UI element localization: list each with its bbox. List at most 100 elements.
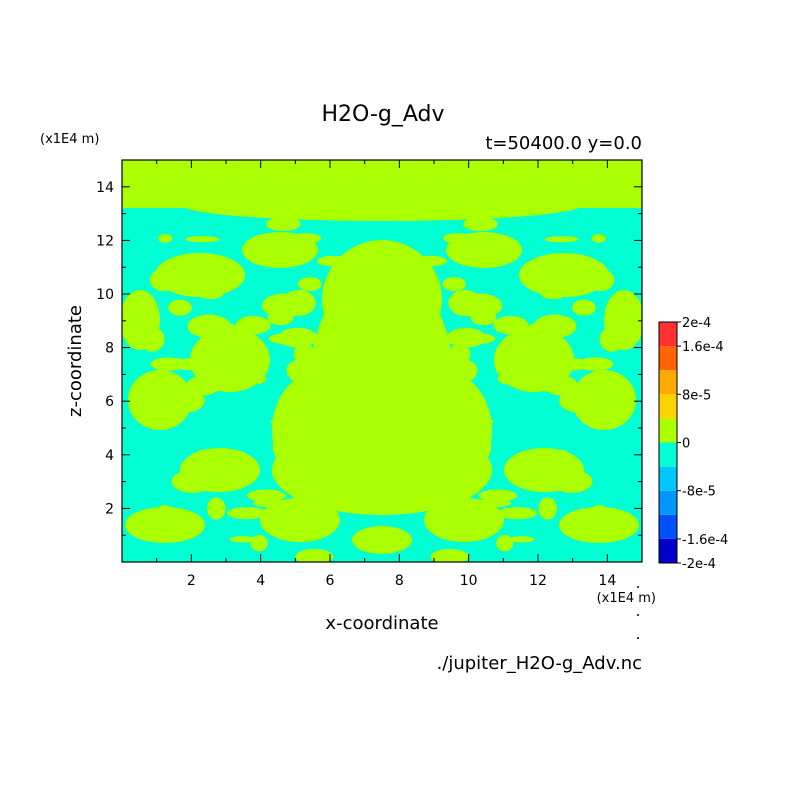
colorbar-segment [659,442,677,467]
positive-region [478,489,518,502]
positive-region [538,497,557,520]
positive-region [443,358,478,383]
positive-region [496,534,514,552]
positive-region [172,509,194,535]
positive-region [268,332,311,345]
positive-region [453,332,496,345]
positive-region [497,507,538,520]
positive-region [234,342,246,356]
positive-region [478,434,492,459]
positive-region [599,326,624,352]
positive-region [207,497,226,520]
colorbar-label: 8e-5 [682,388,711,403]
colorbar-segment [659,466,677,491]
positive-region [469,505,491,512]
positive-region [158,234,173,243]
positive-region [246,489,286,502]
positive-region [309,446,345,460]
x-axis-ticks: 2 4 6 8 10 12 14 [156,160,616,589]
positive-region [369,357,408,369]
field-blobs [122,160,642,562]
colorbar-label: -2e-4 [682,557,716,572]
colorbar [658,321,678,564]
positive-region [354,406,365,425]
positive-region [250,534,268,552]
positive-region [430,548,469,562]
y-tick-label: 6 [105,394,114,410]
positive-region [458,293,503,319]
colorbar-segment [659,322,677,347]
x-tick-label: 8 [395,573,404,589]
x-tick-label: 4 [256,573,265,589]
y-tick-label: 2 [105,501,114,517]
positive-region [547,358,592,371]
colorbar-segment [659,370,677,395]
positive-region [261,293,306,319]
positive-region [527,322,547,336]
positive-region [463,217,499,232]
positive-region [208,186,241,200]
positive-region [450,510,472,533]
positive-region [392,370,492,490]
positive-region [499,355,515,379]
positive-region [442,277,466,292]
positive-region [544,236,579,243]
positive-region [419,446,455,460]
positive-region [298,277,322,292]
colorbar-segment [659,346,677,371]
positive-region [463,417,494,426]
positive-region [587,268,615,292]
positive-region [192,375,230,393]
positive-region [531,475,578,492]
y-tick-label: 10 [96,287,114,303]
positive-region [469,440,481,458]
colorbar-segment [659,418,677,443]
positive-region [399,406,410,425]
positive-region [270,417,301,426]
y-tick-label: 4 [105,448,114,464]
positive-region [416,255,447,267]
positive-region [591,234,606,243]
positive-region [570,509,592,535]
positive-region [168,299,192,316]
positive-region [186,475,233,492]
positive-region [571,380,616,401]
positive-region [320,355,350,379]
positive-region [587,505,611,531]
y-tick-label: 14 [96,180,114,196]
positive-region [430,193,445,210]
positive-region [272,434,286,459]
colorbar-segment [659,514,677,539]
positive-region [355,456,366,476]
x-tick-label: 6 [326,573,335,589]
positive-region [292,482,332,509]
positive-region [322,240,442,360]
positive-region [229,536,256,543]
positive-region [523,186,556,200]
positive-region [295,548,334,562]
positive-region [180,269,212,296]
positive-region [375,195,401,209]
positive-region [272,370,372,490]
positive-region [317,255,348,267]
positive-region [235,315,271,335]
positive-region [508,536,535,543]
y-tick-label: 8 [105,341,114,357]
positive-region [445,438,466,448]
y-axis-title: z-coordinate [65,305,86,417]
colorbar-label: 2e-4 [682,316,711,331]
positive-region [265,217,301,232]
positive-region [448,343,471,364]
positive-region [550,449,572,473]
positive-region [226,507,267,520]
x-tick-label: 2 [187,573,196,589]
positive-region [572,299,596,316]
y-tick-label: 12 [96,233,114,249]
positive-region [352,526,412,554]
x-unit-label: (x1E4 m) [597,591,656,606]
colorbar-segment [659,538,677,563]
contour-plot-area [122,160,642,562]
colorbar-segment [659,394,677,419]
chart-title: H2O-g_Adv [321,102,444,127]
plot-frame [121,159,643,563]
